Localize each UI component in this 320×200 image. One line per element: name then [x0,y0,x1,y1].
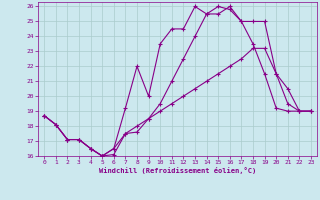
X-axis label: Windchill (Refroidissement éolien,°C): Windchill (Refroidissement éolien,°C) [99,167,256,174]
